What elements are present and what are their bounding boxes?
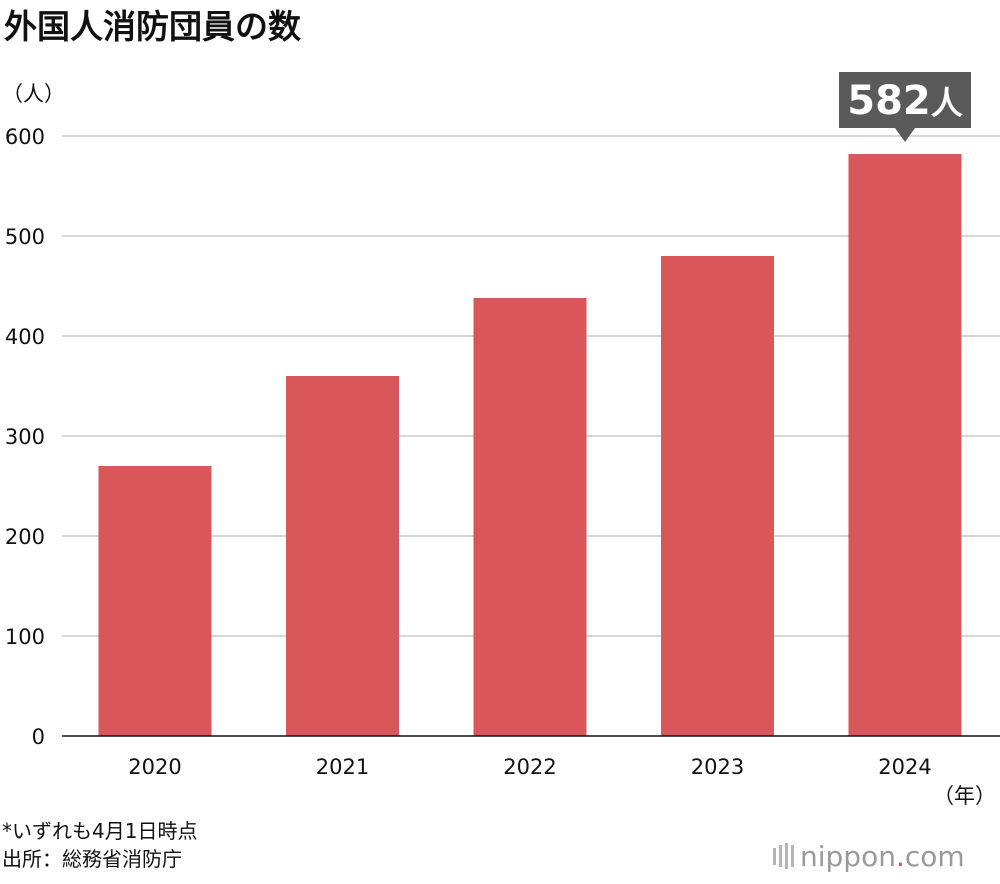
callout-unit: 人 (931, 84, 963, 122)
bar-2020 (98, 466, 212, 736)
bars (98, 154, 962, 736)
y-tick-label: 400 (5, 325, 45, 349)
x-axis-ticks: 2020 2021 2022 2023 2024 (128, 755, 931, 779)
x-tick-label: 2020 (128, 755, 181, 779)
logo-tld: com (905, 840, 965, 873)
bar-2021 (286, 376, 399, 736)
callout-box (839, 72, 971, 142)
y-axis-ticks: 0 100 200 300 400 500 600 (5, 125, 45, 749)
bar-2022 (473, 298, 587, 736)
logo-bars-icon (773, 843, 794, 869)
logo-name: nippon (800, 840, 896, 873)
y-tick-label: 200 (5, 525, 45, 549)
x-axis-unit-label: （年） (933, 784, 996, 808)
logo-text: nippon.com (800, 840, 965, 873)
y-tick-label: 300 (5, 425, 45, 449)
bar-2023 (661, 256, 774, 736)
y-axis-unit-label: （人） (2, 82, 65, 106)
chart-title: 外国人消防団員の数 (4, 7, 302, 46)
value-callout: 582人 (839, 72, 971, 142)
y-tick-label: 600 (5, 125, 45, 149)
footnote: *いずれも4月1日時点 (2, 819, 197, 843)
x-tick-label: 2022 (503, 755, 556, 779)
bar-2024 (848, 154, 962, 736)
callout-value: 582 (847, 78, 931, 124)
y-tick-label: 0 (32, 725, 45, 749)
nippon-logo: nippon.com (773, 840, 965, 873)
x-tick-label: 2024 (878, 755, 931, 779)
source-note: 出所：総務省消防庁 (2, 847, 182, 871)
y-tick-label: 500 (5, 225, 45, 249)
x-tick-label: 2021 (316, 755, 369, 779)
logo-dot: . (896, 840, 905, 873)
y-tick-label: 100 (5, 625, 45, 649)
callout-text: 582人 (847, 78, 963, 124)
x-tick-label: 2023 (691, 755, 744, 779)
